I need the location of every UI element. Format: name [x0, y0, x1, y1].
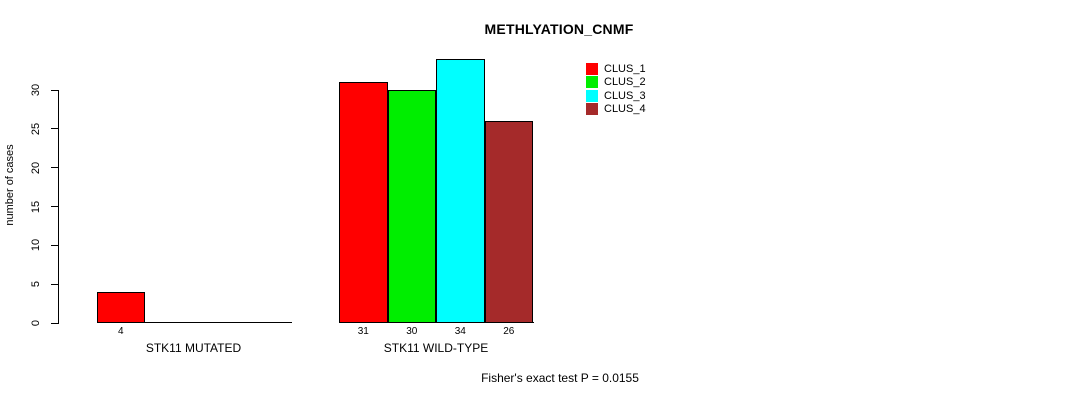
y-tick-label: 5: [30, 281, 42, 288]
y-tick: [51, 128, 58, 130]
y-axis-line: [58, 90, 59, 324]
y-tick: [51, 322, 58, 324]
y-tick-label: 15: [30, 200, 42, 213]
y-tick-label: 20: [30, 161, 42, 174]
y-tick: [51, 244, 58, 246]
y-tick-label: 0: [30, 319, 42, 327]
legend-label: CLUS_3: [604, 89, 646, 102]
y-tick-label: 25: [30, 122, 42, 135]
bar-value-label: 31: [357, 326, 369, 337]
baseline: [96, 322, 292, 323]
y-tick-label: 10: [30, 239, 42, 252]
y-tick: [51, 167, 58, 169]
y-tick-label: 30: [30, 83, 42, 97]
bar-value-label: 4: [117, 326, 124, 337]
bar: [484, 121, 533, 323]
bar: [436, 58, 485, 323]
bar-value-label: 26: [503, 326, 515, 337]
bar-value-label: 30: [406, 326, 418, 337]
y-tick: [51, 206, 58, 207]
legend-label: CLUS_4: [604, 103, 646, 116]
chart-title: METHLYATION_CNMF: [484, 21, 634, 37]
legend-swatch: [586, 103, 598, 116]
y-axis-title: number of cases: [4, 144, 16, 226]
fisher-test-annotation: Fisher's exact test P = 0.0155: [481, 371, 639, 385]
y-tick: [51, 89, 58, 91]
legend-label: CLUS_2: [604, 76, 646, 89]
x-group-label: STK11 WILD-TYPE: [383, 341, 489, 355]
legend-swatch: [586, 89, 598, 102]
bar: [339, 82, 388, 323]
legend-swatch: [586, 63, 598, 75]
bar: [387, 90, 436, 323]
bar-value-label: 34: [454, 326, 466, 337]
x-group-label: STK11 MUTATED: [145, 341, 242, 355]
legend-label: CLUS_1: [604, 63, 646, 75]
bar: [96, 291, 145, 323]
y-tick: [51, 283, 58, 285]
legend-swatch: [586, 76, 598, 89]
